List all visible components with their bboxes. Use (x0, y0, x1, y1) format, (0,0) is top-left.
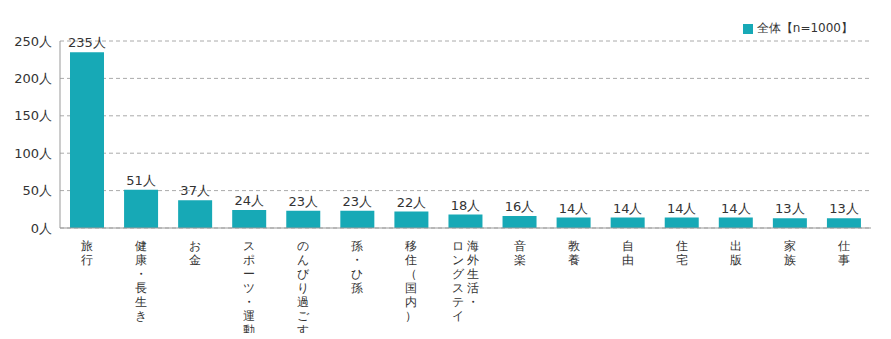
svg-text:過: 過 (297, 295, 309, 309)
svg-text:14人: 14人 (721, 201, 751, 216)
svg-text:外: 外 (467, 253, 479, 267)
svg-text:事: 事 (838, 253, 850, 267)
svg-text:海: 海 (467, 239, 479, 253)
svg-text:移: 移 (405, 239, 417, 253)
svg-text:14人: 14人 (559, 201, 589, 216)
svg-text:り: り (297, 281, 309, 295)
svg-text:音: 音 (514, 239, 526, 253)
svg-text:150人: 150人 (14, 108, 52, 123)
svg-text:仕: 仕 (837, 239, 850, 253)
svg-text:37人: 37人 (180, 183, 210, 198)
svg-text:お: お (189, 239, 201, 253)
svg-text:の: の (297, 239, 309, 253)
svg-text:住: 住 (404, 253, 417, 267)
svg-text:13人: 13人 (829, 201, 859, 216)
svg-text:出: 出 (730, 239, 742, 253)
svg-text:自: 自 (622, 239, 634, 253)
svg-text:・: ・ (351, 253, 363, 267)
svg-text:康: 康 (135, 253, 147, 267)
svg-text:23人: 23人 (343, 194, 373, 209)
svg-text:ん: ん (297, 253, 309, 267)
svg-text:版: 版 (730, 253, 742, 267)
svg-text:生: 生 (467, 267, 479, 281)
svg-text:24人: 24人 (234, 193, 264, 208)
svg-text:由: 由 (622, 253, 634, 267)
svg-text:23人: 23人 (288, 194, 318, 209)
svg-text:イ: イ (452, 309, 464, 323)
svg-text:運: 運 (243, 309, 255, 323)
svg-text:50人: 50人 (22, 183, 52, 198)
svg-text:長: 長 (135, 281, 147, 295)
svg-text:ご: ご (297, 309, 310, 323)
svg-text:び: び (297, 267, 310, 281)
svg-text:13人: 13人 (775, 201, 805, 216)
svg-text:）: ） (405, 309, 417, 323)
svg-text:動: 動 (243, 323, 255, 333)
svg-text:ー: ー (243, 267, 255, 281)
svg-text:家: 家 (784, 239, 796, 253)
svg-text:ロ: ロ (452, 239, 464, 253)
svg-text:孫: 孫 (351, 281, 363, 295)
svg-text:行: 行 (81, 253, 93, 267)
svg-text:健: 健 (135, 239, 147, 253)
svg-text:・: ・ (467, 295, 479, 309)
svg-text:18人: 18人 (451, 198, 481, 213)
svg-text:養: 養 (568, 253, 580, 267)
svg-text:グ: グ (452, 267, 465, 281)
svg-text:（: （ (405, 267, 417, 281)
svg-text:22人: 22人 (397, 195, 427, 210)
svg-text:51人: 51人 (126, 173, 156, 188)
svg-text:テ: テ (452, 295, 464, 309)
svg-text:生: 生 (135, 295, 147, 309)
svg-text:教: 教 (568, 239, 580, 253)
svg-text:旅: 旅 (81, 239, 93, 253)
svg-text:250人: 250人 (14, 34, 52, 49)
svg-text:14人: 14人 (613, 201, 643, 216)
svg-text:ツ: ツ (243, 281, 255, 295)
svg-text:金: 金 (189, 253, 201, 267)
svg-text:内: 内 (405, 295, 417, 309)
svg-text:す: す (297, 323, 309, 333)
svg-text:ン: ン (452, 253, 464, 267)
svg-text:活: 活 (467, 281, 479, 295)
svg-text:楽: 楽 (514, 253, 526, 267)
svg-text:・: ・ (135, 267, 147, 281)
svg-text:き: き (135, 309, 147, 323)
svg-text:14人: 14人 (667, 201, 697, 216)
svg-text:ス: ス (452, 281, 464, 295)
svg-text:国: 国 (405, 281, 417, 295)
svg-text:0人: 0人 (31, 221, 52, 236)
svg-text:住: 住 (675, 239, 688, 253)
html-text:全体【n=1000】: 全体【n=1000】 (756, 21, 853, 35)
svg-text:宅: 宅 (676, 253, 688, 267)
svg-text:200人: 200人 (14, 71, 52, 86)
svg-text:ひ: ひ (351, 267, 363, 281)
svg-text:族: 族 (784, 253, 796, 267)
svg-text:・: ・ (243, 295, 255, 309)
svg-text:235人: 235人 (68, 35, 106, 50)
svg-text:ポ: ポ (243, 253, 255, 267)
svg-text:ス: ス (243, 239, 255, 253)
svg-text:100人: 100人 (14, 146, 52, 161)
svg-text:孫: 孫 (351, 239, 363, 253)
svg-text:16人: 16人 (505, 199, 535, 214)
